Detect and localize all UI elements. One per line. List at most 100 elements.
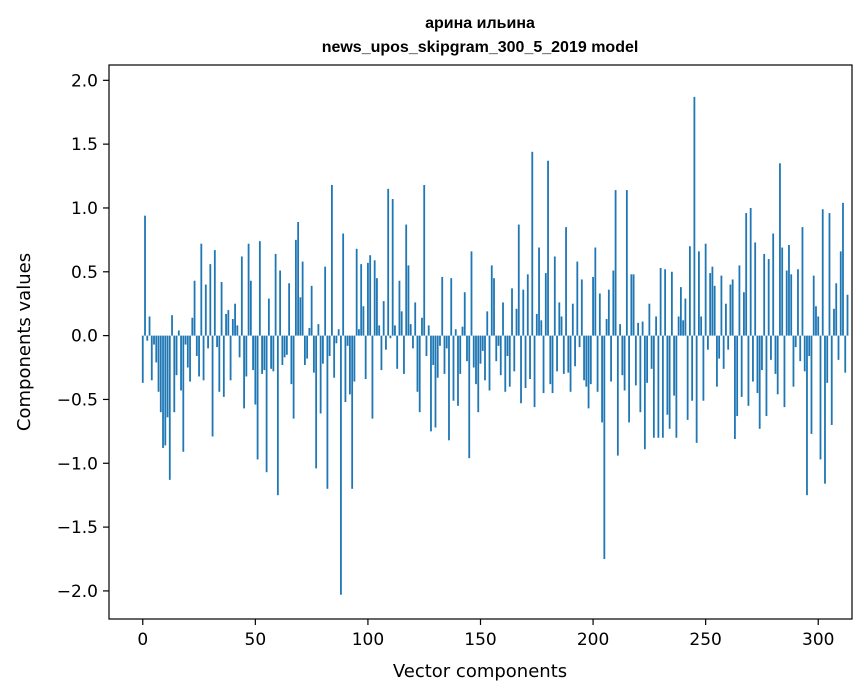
bar (157, 335, 160, 392)
bar (533, 335, 536, 408)
bar (272, 335, 275, 372)
x-tick-label: 300 (802, 630, 834, 650)
bar (335, 335, 338, 344)
bar (369, 255, 372, 336)
bar (299, 297, 302, 336)
bar (801, 227, 804, 336)
bar (659, 267, 662, 336)
bar (454, 329, 457, 336)
bar (490, 265, 493, 336)
bar (432, 335, 435, 365)
bar (382, 301, 385, 336)
bar (468, 335, 471, 459)
bar (168, 335, 171, 480)
bar (743, 292, 745, 336)
bar (524, 335, 527, 388)
bar (637, 322, 640, 336)
bar (774, 335, 777, 374)
bar (427, 325, 430, 336)
bar (727, 335, 730, 350)
bar (738, 265, 741, 336)
bar (788, 244, 790, 336)
bar (331, 184, 333, 336)
bar (414, 302, 417, 336)
bar (846, 294, 849, 336)
bar (722, 335, 725, 369)
bar (713, 285, 716, 336)
bar (812, 275, 815, 336)
bar (785, 270, 788, 336)
bar (285, 335, 288, 355)
bar (731, 279, 734, 336)
bar (619, 324, 621, 336)
bar (243, 335, 245, 409)
bar (650, 335, 653, 369)
bar (614, 190, 617, 336)
bar (466, 335, 468, 362)
bar (452, 335, 455, 401)
bar (641, 321, 644, 336)
bar (204, 284, 207, 336)
bar (288, 283, 291, 336)
bar (643, 335, 646, 450)
bar (218, 335, 221, 392)
x-axis-label: Vector components (393, 661, 567, 682)
bar (522, 289, 525, 336)
bar (351, 335, 354, 489)
bar (252, 335, 254, 371)
bar (830, 335, 833, 425)
bar (421, 317, 423, 336)
bar (436, 335, 439, 378)
bar (688, 246, 691, 336)
bar (315, 335, 318, 469)
bar (504, 335, 507, 392)
bar (625, 190, 628, 336)
bar (238, 335, 241, 358)
bar (571, 303, 574, 336)
bar (526, 274, 529, 336)
bar (549, 335, 552, 385)
y-tick-label: −1.0 (57, 454, 98, 474)
bar (673, 335, 676, 396)
bar (515, 308, 518, 336)
bar (263, 335, 266, 371)
bar (511, 288, 513, 336)
bar (355, 248, 358, 336)
bar (639, 335, 642, 413)
bar (394, 325, 396, 336)
bar (306, 335, 309, 359)
bar (833, 308, 835, 336)
bar (416, 335, 419, 392)
bar (387, 188, 390, 336)
bar (535, 313, 538, 336)
bar (556, 335, 558, 372)
bar (565, 227, 567, 336)
bar (628, 335, 630, 423)
bar (403, 335, 405, 374)
bar (198, 335, 200, 377)
bar (698, 251, 700, 336)
bar (222, 335, 225, 397)
bar (495, 335, 498, 362)
bar (810, 335, 813, 434)
bar (274, 253, 277, 336)
bar (191, 317, 194, 336)
bar (670, 271, 673, 336)
x-tick-label: 50 (245, 630, 267, 650)
bar (794, 335, 797, 348)
bar (686, 335, 689, 420)
bar (677, 316, 680, 336)
bar (173, 335, 176, 413)
x-tick-label: 250 (689, 630, 721, 650)
bar (664, 269, 667, 336)
y-tick-label: −2.0 (57, 582, 98, 602)
bar (346, 335, 349, 346)
y-axis-label: Components values (14, 253, 35, 431)
bar (630, 274, 633, 336)
bar (344, 335, 347, 402)
bar (632, 274, 635, 336)
bar (562, 335, 565, 374)
bar (247, 243, 250, 336)
bar (488, 335, 491, 391)
bar (216, 335, 218, 348)
